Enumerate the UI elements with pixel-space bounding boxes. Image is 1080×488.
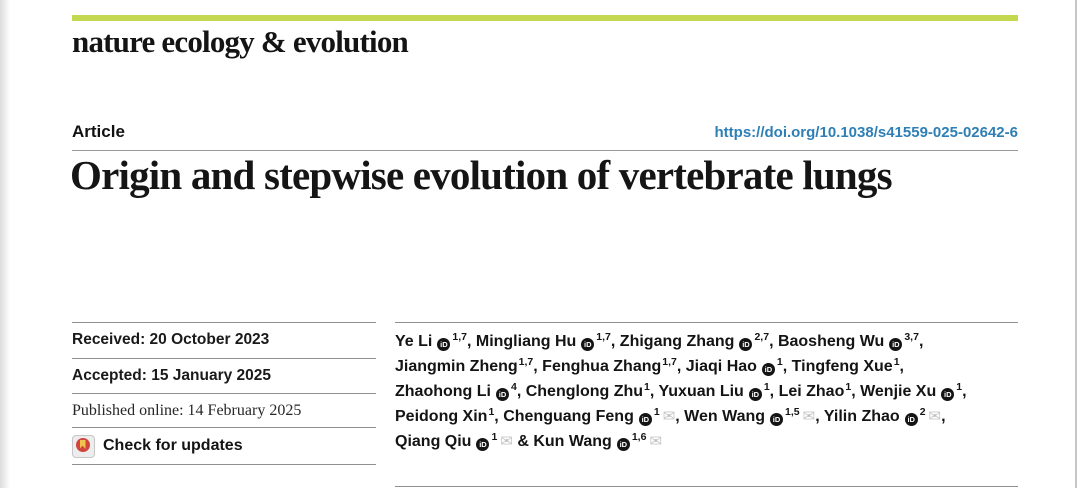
author-name-text: , Baosheng Wu [769, 333, 885, 350]
affiliation-superscript: 3,7 [904, 331, 919, 343]
orcid-icon[interactable]: iD [904, 413, 918, 426]
page-left-edge-shadow [0, 0, 10, 488]
affiliation-superscript: 1,6 [631, 431, 647, 443]
email-icon[interactable]: ✉ [662, 408, 676, 425]
affiliation-superscript: 1,7 [452, 331, 467, 343]
author-name-text: , Yilin Zhao [815, 408, 900, 425]
author-name-text: , [941, 408, 946, 425]
affiliation-superscript: 1 [644, 381, 650, 393]
affiliation-superscript: 1 [763, 381, 770, 393]
author-name-text: , Chenguang Feng [494, 408, 634, 425]
article-header-row: Article https://doi.org/10.1038/s41559-0… [72, 122, 1018, 142]
orcid-icon[interactable]: iD [437, 338, 451, 351]
affiliation-superscript: 1,7 [518, 356, 534, 368]
author-list: Ye Li iD1,7, Mingliang Hu iD1,7, Zhigang Z… [395, 322, 1018, 487]
orcid-icon[interactable]: iD [889, 338, 903, 351]
author-name-text: Peidong Xin [395, 408, 488, 425]
affiliation-superscript: 4 [510, 381, 517, 393]
crossmark-icon [72, 434, 95, 458]
author-name-text: , Fenghua Zhang [533, 358, 662, 375]
article-info-column: Received: 20 October 2023 Accepted: 15 J… [72, 322, 376, 465]
author-line: Qiang Qiu iD1 ✉ & Kun Wang iD1,6 ✉ [395, 429, 1018, 454]
orcid-icon[interactable]: iD [495, 388, 509, 401]
check-for-updates-row: Check for updates [72, 427, 376, 465]
published-date: Published online: 14 February 2025 [72, 393, 376, 427]
author-name-text: , Mingliang Hu [466, 333, 577, 350]
author-name-text: & Kun Wang [512, 433, 612, 450]
author-line: Peidong Xin1, Chenguang Feng iD1 ✉, Wen Wa… [395, 404, 1018, 429]
author-line: Jiangmin Zheng1,7, Fenghua Zhang1,7, Jia… [395, 354, 1018, 379]
paper-title: Origin and stepwise evolution of vertebr… [70, 152, 893, 198]
affiliation-superscript: 1,7 [596, 331, 611, 343]
orcid-icon[interactable]: iD [761, 363, 775, 376]
affiliation-superscript: 2 [919, 406, 926, 418]
check-for-updates-button[interactable]: Check for updates [72, 434, 243, 458]
author-name-text: , Zhigang Zhang [610, 333, 735, 350]
email-icon[interactable]: ✉ [802, 408, 816, 425]
email-icon[interactable]: ✉ [500, 433, 513, 450]
affiliation-superscript: 1 [956, 381, 963, 393]
page-right-edge-line [1075, 0, 1077, 488]
check-for-updates-label: Check for updates [103, 437, 243, 454]
author-line: Zhaohong Li iD4, Chenglong Zhu1, Yuxuan L… [395, 379, 1018, 404]
author-name-text: Qiang Qiu [395, 433, 472, 450]
orcid-icon[interactable]: iD [581, 338, 595, 351]
header-divider [72, 150, 1018, 151]
affiliation-superscript: 2,7 [754, 331, 770, 343]
author-name-text: , Chenglong Zhu [516, 383, 644, 400]
journal-accent-bar [72, 15, 1018, 21]
affiliation-superscript: 1 [491, 431, 498, 443]
author-line: Ye Li iD1,7, Mingliang Hu iD1,7, Zhigang Z… [395, 329, 1018, 354]
author-name-text: , Tingfeng Xue [782, 358, 893, 375]
affiliation-superscript: 1 [488, 406, 495, 418]
author-name-text: , [918, 333, 924, 350]
affiliation-superscript: 1 [893, 356, 900, 368]
author-name-text: Zhaohong Li [395, 383, 491, 400]
orcid-icon[interactable]: iD [770, 413, 784, 426]
email-icon[interactable]: ✉ [928, 408, 942, 425]
affiliation-superscript: 1,5 [785, 406, 800, 418]
journal-wordmark: nature ecology & evolution [72, 24, 409, 59]
author-name-text: , Wen Wang [675, 408, 766, 425]
orcid-icon[interactable]: iD [748, 388, 762, 401]
orcid-icon[interactable]: iD [638, 413, 652, 426]
affiliation-superscript: 1 [845, 381, 852, 393]
author-name-text: Ye Li [395, 333, 433, 350]
accepted-date: Accepted: 15 January 2025 [72, 357, 376, 394]
orcid-icon[interactable]: iD [739, 338, 753, 351]
author-name-text: , Wenjie Xu [851, 383, 937, 400]
affiliation-superscript: 1 [776, 356, 783, 368]
author-name-text: Jiangmin Zheng [395, 358, 518, 375]
orcid-icon[interactable]: iD [476, 438, 490, 451]
email-icon[interactable]: ✉ [649, 433, 663, 450]
author-name-text: , [899, 358, 904, 375]
author-name-text: , [962, 383, 967, 400]
doi-link[interactable]: https://doi.org/10.1038/s41559-025-02642… [714, 124, 1019, 141]
orcid-icon[interactable]: iD [616, 438, 630, 451]
received-date: Received: 20 October 2023 [72, 322, 376, 358]
author-name-text: , Jiaqi Hao [676, 358, 757, 375]
author-name-text: , Lei Zhao [769, 383, 845, 400]
orcid-icon[interactable]: iD [941, 388, 955, 401]
author-name-text: , Yuxuan Liu [649, 383, 744, 400]
affiliation-superscript: 1,7 [662, 356, 677, 368]
affiliation-superscript: 1 [653, 406, 660, 418]
article-type-label: Article [72, 122, 125, 141]
